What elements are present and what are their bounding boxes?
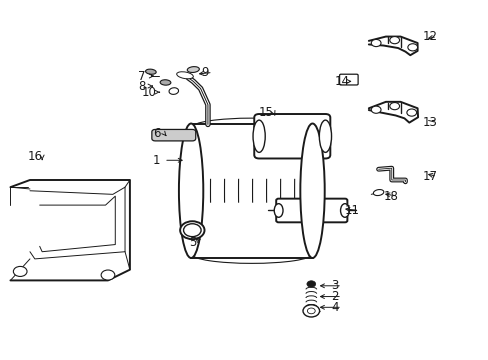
Circle shape	[183, 224, 201, 237]
Text: 9: 9	[202, 66, 209, 79]
Circle shape	[306, 281, 315, 287]
Text: 15: 15	[259, 106, 273, 119]
Text: 11: 11	[344, 204, 359, 217]
Ellipse shape	[340, 204, 348, 217]
Circle shape	[13, 266, 27, 276]
FancyBboxPatch shape	[152, 130, 195, 141]
Circle shape	[370, 40, 380, 46]
Circle shape	[303, 305, 319, 317]
Circle shape	[180, 221, 204, 239]
Circle shape	[389, 103, 399, 110]
Circle shape	[307, 308, 315, 314]
Ellipse shape	[169, 88, 178, 94]
Text: 12: 12	[422, 30, 436, 43]
Ellipse shape	[145, 69, 156, 74]
Text: 10: 10	[142, 86, 157, 99]
Circle shape	[406, 109, 416, 116]
Ellipse shape	[319, 120, 331, 152]
Ellipse shape	[300, 123, 324, 258]
Text: 7: 7	[138, 69, 145, 82]
Text: 4: 4	[330, 301, 338, 314]
FancyBboxPatch shape	[276, 199, 346, 222]
Ellipse shape	[274, 204, 283, 217]
Text: 8: 8	[138, 80, 145, 93]
Circle shape	[101, 270, 115, 280]
Text: 5: 5	[189, 236, 197, 249]
Text: 16: 16	[27, 150, 42, 163]
Ellipse shape	[373, 189, 383, 195]
Ellipse shape	[176, 72, 193, 79]
Ellipse shape	[179, 123, 203, 258]
Text: 3: 3	[330, 279, 338, 292]
Circle shape	[407, 44, 417, 51]
FancyBboxPatch shape	[254, 114, 330, 158]
Text: 6: 6	[153, 127, 160, 140]
Circle shape	[389, 37, 399, 44]
FancyBboxPatch shape	[339, 74, 357, 85]
Circle shape	[370, 106, 380, 113]
Text: 1: 1	[153, 154, 160, 167]
Text: 2: 2	[330, 290, 338, 303]
Text: 14: 14	[334, 75, 349, 88]
Text: 13: 13	[422, 116, 436, 129]
Ellipse shape	[252, 120, 264, 152]
Text: 17: 17	[422, 170, 436, 183]
Ellipse shape	[160, 80, 170, 85]
Text: 18: 18	[383, 190, 397, 203]
Ellipse shape	[187, 67, 199, 72]
